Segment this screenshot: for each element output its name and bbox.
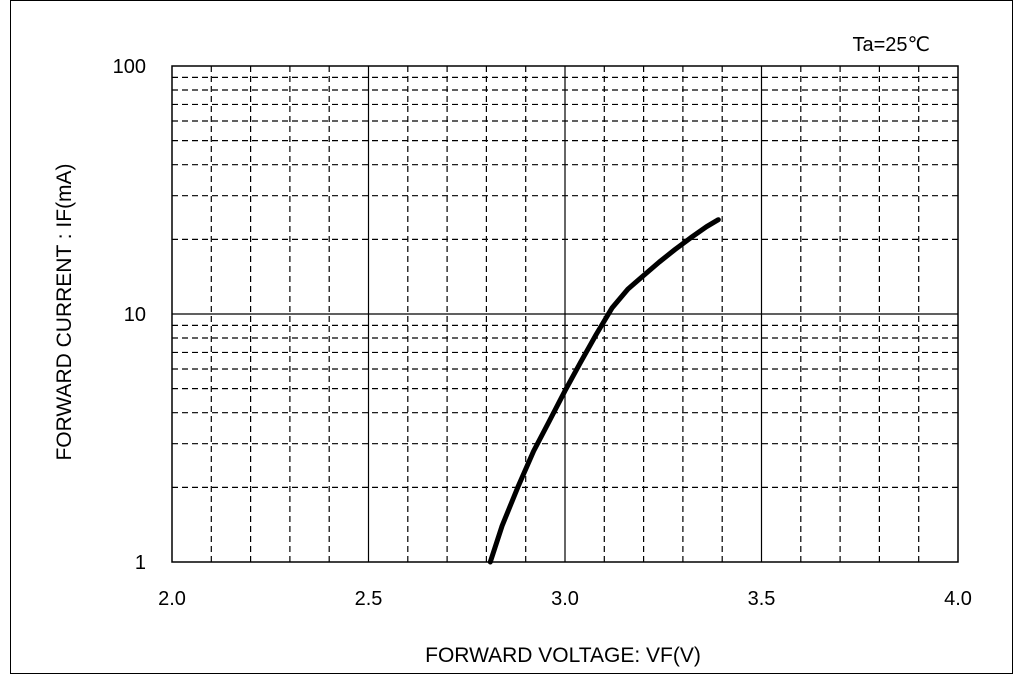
series-group bbox=[487, 217, 721, 565]
x-tick-label: 4.0 bbox=[944, 588, 972, 610]
temperature-annotation: Ta=25℃ bbox=[852, 34, 930, 56]
y-tick-label: 100 bbox=[113, 56, 146, 78]
x-tick-label: 2.5 bbox=[355, 588, 383, 610]
grid-lines bbox=[172, 66, 958, 562]
x-tick-label: 3.5 bbox=[748, 588, 776, 610]
y-axis-title: FORWARD CURRENT : IF(mA) bbox=[53, 163, 76, 460]
plot-area-border-group bbox=[171, 65, 959, 563]
tick-labels-group: 2.0 2.5 3.0 3.5 4.0 1 10 100 bbox=[113, 56, 972, 610]
y-tick-label: 10 bbox=[124, 304, 146, 326]
y-tick-label: 1 bbox=[135, 552, 146, 574]
x-tick-label: 3.0 bbox=[551, 588, 579, 610]
series-line bbox=[487, 217, 721, 565]
x-tick-label: 2.0 bbox=[158, 588, 186, 610]
x-axis-title: FORWARD VOLTAGE: VF(V) bbox=[425, 644, 701, 667]
plot-area-border bbox=[171, 65, 959, 563]
